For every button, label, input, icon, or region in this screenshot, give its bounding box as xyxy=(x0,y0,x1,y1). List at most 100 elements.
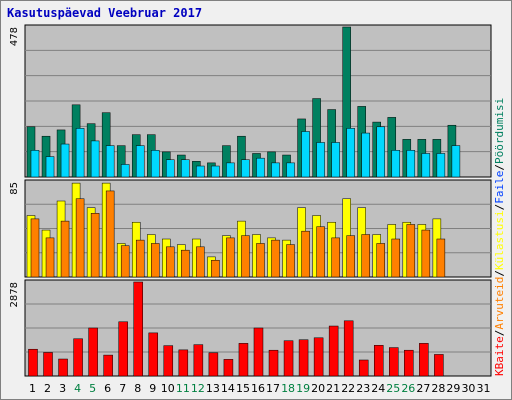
legend-separator: / xyxy=(493,270,506,277)
bar-middle-s2-day-1 xyxy=(30,218,40,278)
bar-middle-s2-day-27 xyxy=(421,229,431,278)
bar-top-s2-day-19 xyxy=(301,131,310,178)
x-tick-label: 3 xyxy=(59,382,66,395)
x-tick-label: 16 xyxy=(251,382,265,395)
bar-top-s2-day-5 xyxy=(90,140,100,178)
bar-top-s2-day-7 xyxy=(120,164,130,178)
x-tick-label: 5 xyxy=(89,382,96,395)
bar-bottom-day-17 xyxy=(268,349,279,377)
bar-top-s2-day-23 xyxy=(361,132,370,178)
bar-bottom-day-15 xyxy=(238,343,249,377)
bar-top-s2-day-12 xyxy=(196,165,205,178)
bar-top-s2-day-26 xyxy=(406,150,416,178)
bar-bottom-day-3 xyxy=(58,358,68,377)
bar-bottom-day-27 xyxy=(419,343,429,377)
bar-bottom-day-8 xyxy=(133,281,143,377)
bar-bottom-day-14 xyxy=(223,359,234,377)
legend-item-arvuteid: Arvuteid xyxy=(493,277,506,330)
y-max-label: 85 xyxy=(9,182,20,195)
bar-bottom-day-24 xyxy=(373,345,384,377)
bar-bottom-day-1 xyxy=(28,348,38,377)
legend: KBaite/Arvuteid/Külastusi/Faile/Pöördumi… xyxy=(493,98,506,376)
x-tick-label: 6 xyxy=(104,382,111,395)
bar-bottom-day-19 xyxy=(298,339,309,377)
bar-middle-s2-day-23 xyxy=(361,234,370,278)
legend-item-külastusi: Külastusi xyxy=(493,210,506,270)
legend-text: KBaite/Arvuteid/Külastusi/Faile/Pöördumi… xyxy=(493,98,506,376)
x-tick-label: 19 xyxy=(296,382,310,395)
bar-middle-s2-day-2 xyxy=(45,237,55,278)
bar-top-s2-day-17 xyxy=(271,162,280,178)
bar-middle-s2-day-16 xyxy=(256,243,265,278)
bar-top-s2-day-20 xyxy=(316,142,325,178)
bar-top-s2-day-4 xyxy=(75,128,85,178)
bar-bottom-day-13 xyxy=(208,352,219,377)
x-tick-label: 7 xyxy=(119,382,126,395)
y-max-label: 478 xyxy=(9,27,20,46)
x-tick-label: 15 xyxy=(236,382,250,395)
chart-title: Kasutuspäevad Veebruar 2017 xyxy=(7,6,202,20)
x-tick-label: 2 xyxy=(44,382,51,395)
x-tick-label: 12 xyxy=(191,382,205,395)
x-tick-label: 26 xyxy=(401,382,415,395)
legend-separator: / xyxy=(493,164,506,171)
legend-separator: / xyxy=(493,204,506,211)
bar-bottom-day-4 xyxy=(73,338,83,377)
x-tick-label: 24 xyxy=(371,382,385,395)
x-tick-label: 1 xyxy=(29,382,36,395)
bar-middle-s2-day-14 xyxy=(226,237,235,278)
legend-separator: / xyxy=(493,330,506,337)
bar-top-s2-day-29 xyxy=(451,145,461,178)
bar-middle-s2-day-9 xyxy=(151,243,160,278)
x-tick-label: 30 xyxy=(461,382,475,395)
bar-middle-s2-day-18 xyxy=(286,244,295,278)
bar-bottom-day-10 xyxy=(163,345,174,377)
x-tick-label: 4 xyxy=(74,382,81,395)
bar-top-s2-day-28 xyxy=(436,153,446,178)
bar-top-s2-day-13 xyxy=(211,165,220,178)
bar-middle-s2-day-11 xyxy=(181,249,190,278)
panels-layer: 478 85 2878 xyxy=(9,24,492,377)
panel-bottom: 2878 xyxy=(9,279,492,377)
bar-bottom-day-18 xyxy=(283,340,294,377)
bar-bottom-day-23 xyxy=(358,359,369,377)
x-tick-label: 11 xyxy=(176,382,190,395)
bar-middle-s2-day-24 xyxy=(376,243,385,278)
bar-top-s2-day-10 xyxy=(166,159,175,178)
bar-bottom-day-25 xyxy=(389,347,399,377)
bar-top-s2-day-18 xyxy=(286,162,295,178)
panel-top: 478 xyxy=(9,24,492,178)
panel-middle: 85 xyxy=(9,179,492,278)
legend-item-kbaite: KBaite xyxy=(493,336,506,376)
x-tick-label: 8 xyxy=(134,382,141,395)
x-tick-label: 14 xyxy=(221,382,235,395)
bar-bottom-day-21 xyxy=(328,325,339,377)
bar-top-s2-day-2 xyxy=(45,156,55,178)
bar-middle-s2-day-21 xyxy=(331,237,340,278)
x-tick-label: 23 xyxy=(356,382,370,395)
bar-top-s2-day-25 xyxy=(391,150,401,178)
bar-bottom-day-5 xyxy=(88,327,98,377)
x-tick-label: 25 xyxy=(386,382,400,395)
bar-bottom-day-11 xyxy=(178,349,189,377)
x-tick-label: 10 xyxy=(161,382,175,395)
x-tick-label: 20 xyxy=(311,382,325,395)
bar-middle-s2-day-10 xyxy=(166,246,175,278)
legend-item-faile: Faile xyxy=(493,171,506,204)
bar-middle-s2-day-5 xyxy=(90,213,100,278)
bar-bottom-day-12 xyxy=(193,344,204,377)
x-tick-label: 29 xyxy=(446,382,460,395)
bar-top-s2-day-22 xyxy=(346,128,355,178)
bar-middle-s2-day-6 xyxy=(105,190,115,278)
bar-middle-s2-day-3 xyxy=(60,220,70,278)
bar-middle-s2-day-8 xyxy=(135,239,145,278)
bar-middle-s2-day-19 xyxy=(301,230,310,278)
bar-middle-s2-day-26 xyxy=(406,224,416,278)
bar-middle-s2-day-25 xyxy=(391,238,401,278)
bar-middle-s2-day-17 xyxy=(271,239,280,278)
bar-top-s2-day-21 xyxy=(331,142,340,178)
x-tick-label: 18 xyxy=(281,382,295,395)
bar-bottom-day-28 xyxy=(434,354,444,377)
x-tick-label: 27 xyxy=(416,382,430,395)
